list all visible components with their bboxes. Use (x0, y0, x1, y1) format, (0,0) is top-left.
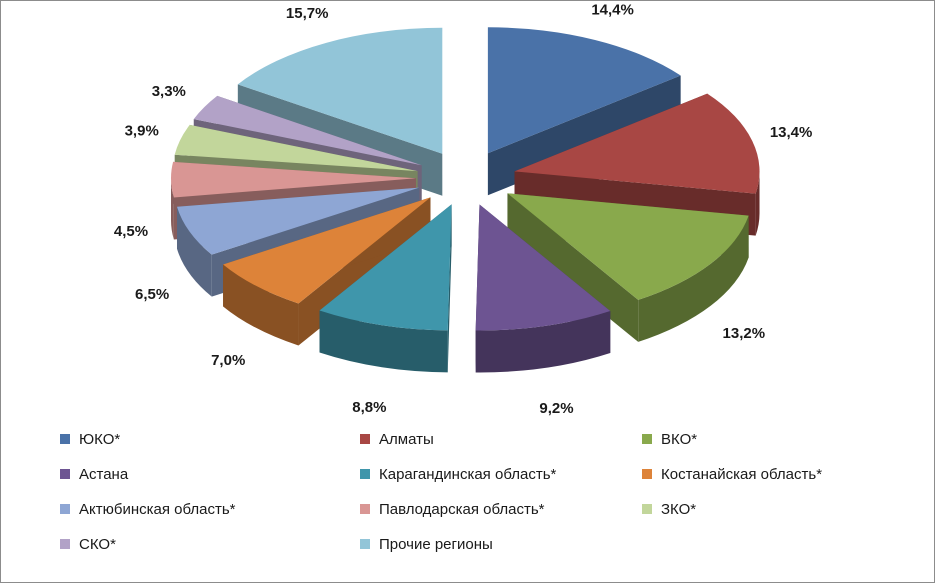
legend-label: ВКО* (661, 430, 698, 448)
legend-label: ЮКО* (79, 430, 121, 448)
legend-swatch (360, 469, 370, 479)
legend-item: ЗКО* (642, 498, 900, 520)
legend-label: СКО* (79, 535, 116, 553)
data-label-0: 14,4% (591, 2, 634, 19)
data-label-4: 8,8% (352, 399, 386, 416)
legend-swatch (360, 504, 370, 514)
legend-swatch (360, 539, 370, 549)
legend-swatch (60, 469, 70, 479)
data-label-3: 9,2% (539, 400, 573, 417)
data-label-1: 13,4% (770, 124, 813, 141)
legend-swatch (60, 504, 70, 514)
pie-slice-3 (475, 204, 611, 373)
legend-item: Прочие регионы (360, 533, 642, 555)
data-label-9: 3,3% (152, 83, 186, 100)
legend: ЮКО* Алматы ВКО* Астана Карагандинская облас… (60, 428, 900, 555)
legend-swatch (642, 504, 652, 514)
legend-item: Павлодарская область* (360, 498, 642, 520)
legend-item: Алматы (360, 428, 642, 450)
pie-slice-2 (507, 193, 749, 342)
legend-label: Костанайская область* (661, 465, 823, 483)
legend-swatch (60, 434, 70, 444)
legend-label: Павлодарская область* (379, 500, 545, 518)
legend-item: СКО* (60, 533, 360, 555)
legend-item: Костанайская область* (642, 463, 900, 485)
legend-item: ЮКО* (60, 428, 360, 450)
legend-item: Астана (60, 463, 360, 485)
data-label-6: 6,5% (135, 286, 169, 303)
legend-label: Актюбинская область* (79, 500, 236, 518)
legend-label: Карагандинская область* (379, 465, 557, 483)
legend-swatch (360, 434, 370, 444)
data-label-2: 13,2% (723, 325, 766, 342)
legend-item: Карагандинская область* (360, 463, 642, 485)
legend-swatch (60, 539, 70, 549)
legend-label: Астана (79, 465, 129, 483)
legend-item: ВКО* (642, 428, 900, 450)
data-label-8: 3,9% (125, 122, 159, 139)
data-label-7: 4,5% (114, 223, 148, 240)
legend-swatch (642, 469, 652, 479)
legend-label: Алматы (379, 430, 434, 448)
pie-slice-4 (319, 204, 452, 373)
legend-label: ЗКО* (661, 500, 697, 518)
data-label-10: 15,7% (286, 5, 329, 22)
legend-item: Актюбинская область* (60, 498, 360, 520)
legend-label: Прочие регионы (379, 535, 493, 553)
data-label-5: 7,0% (211, 352, 245, 369)
legend-swatch (642, 434, 652, 444)
